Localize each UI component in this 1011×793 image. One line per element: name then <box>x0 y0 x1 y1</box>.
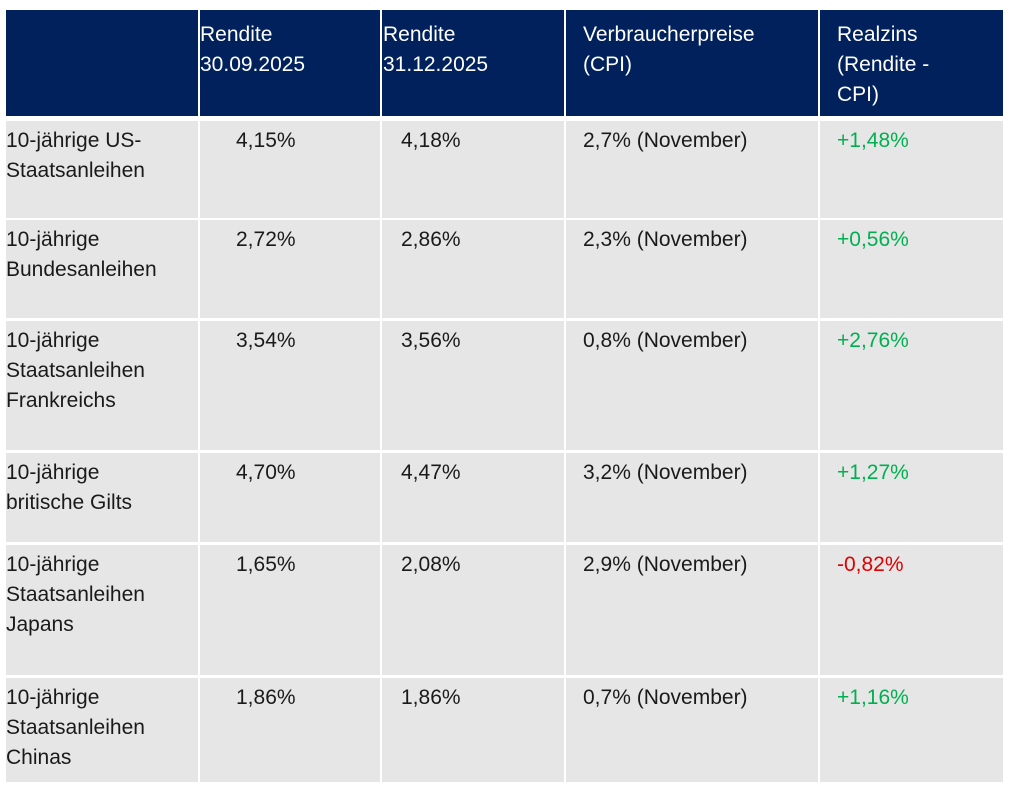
realzins-text: +1,27% <box>837 461 909 484</box>
value-cell: 4,18% <box>382 121 564 218</box>
value-text: 1,65% <box>236 553 296 576</box>
row-label-cell: 10-jährige Bundesanleihen <box>6 220 198 318</box>
header-text: Rendite <box>200 23 273 46</box>
value-text: 1,86% <box>236 686 296 709</box>
header-text: 31.12.2025 <box>383 53 489 76</box>
value-text: 2,3% (November) <box>583 228 748 251</box>
row-label: 10-jährige US- <box>6 129 142 152</box>
row-label: 10-jährige <box>6 228 100 251</box>
realzins-cell: +1,27% <box>820 453 1003 542</box>
header-cell: Rendite 30.09.2025 <box>200 10 380 116</box>
row-label-cell: 10-jährige Staatsanleihen Japans <box>6 545 198 675</box>
value-cell: 2,9% (November) <box>566 545 818 675</box>
row-label: Staatsanleihen <box>6 583 145 606</box>
row-label: 10-jährige <box>6 553 100 576</box>
realzins-text: +0,56% <box>837 228 909 251</box>
value-text: 4,15% <box>236 129 296 152</box>
header-text: 30.09.2025 <box>200 53 306 76</box>
value-cell: 3,2% (November) <box>566 453 818 542</box>
realzins-cell: +1,48% <box>820 121 1003 218</box>
row-label: Staatsanleihen <box>6 359 145 382</box>
realzins-text: -0,82% <box>837 553 904 576</box>
value-text: 4,47% <box>401 461 461 484</box>
row-label: 10-jährige <box>6 686 100 709</box>
realzins-cell: +1,16% <box>820 678 1003 782</box>
value-cell: 4,47% <box>382 453 564 542</box>
row-label-cell: 10-jährige britische Gilts <box>6 453 198 542</box>
value-text: 3,2% (November) <box>583 461 748 484</box>
header-cell: Realzins (Rendite - CPI) <box>820 10 1003 116</box>
value-text: 0,8% (November) <box>583 329 748 352</box>
value-text: 3,56% <box>401 329 461 352</box>
value-text: 2,9% (November) <box>583 553 748 576</box>
row-label: Japans <box>6 613 74 636</box>
value-cell: 0,8% (November) <box>566 321 818 450</box>
header-cell <box>6 10 198 116</box>
value-cell: 2,72% <box>200 220 380 318</box>
value-cell: 2,7% (November) <box>566 121 818 218</box>
realzins-text: +1,16% <box>837 686 909 709</box>
header-text: Realzins <box>837 23 918 46</box>
header-text: Rendite <box>383 23 456 46</box>
value-text: 2,7% (November) <box>583 129 748 152</box>
value-text: 4,70% <box>236 461 296 484</box>
value-text: 2,08% <box>401 553 461 576</box>
realzins-text: +1,48% <box>837 129 909 152</box>
value-cell: 3,54% <box>200 321 380 450</box>
row-label-cell: 10-jährige Staatsanleihen Frankreichs <box>6 321 198 450</box>
value-cell: 1,86% <box>382 678 564 782</box>
value-cell: 2,3% (November) <box>566 220 818 318</box>
row-label: Staatsanleihen <box>6 716 145 739</box>
row-label: britische Gilts <box>6 491 133 514</box>
value-text: 2,86% <box>401 228 461 251</box>
row-label-cell: 10-jährige Staatsanleihen Chinas <box>6 678 198 782</box>
value-text: 3,54% <box>236 329 296 352</box>
header-text: CPI) <box>837 83 879 106</box>
value-cell: 1,65% <box>200 545 380 675</box>
value-cell: 0,7% (November) <box>566 678 818 782</box>
header-text: Verbraucherpreise <box>583 23 755 46</box>
row-label: 10-jährige <box>6 461 100 484</box>
value-text: 1,86% <box>401 686 461 709</box>
value-cell: 1,86% <box>200 678 380 782</box>
realzins-text: +2,76% <box>837 329 909 352</box>
realzins-cell: -0,82% <box>820 545 1003 675</box>
header-cell: Rendite 31.12.2025 <box>382 10 564 116</box>
row-label: Frankreichs <box>6 389 116 412</box>
value-text: 2,72% <box>236 228 296 251</box>
header-cell: Verbraucherpreise (CPI) <box>566 10 818 116</box>
row-label: Staatsanleihen <box>6 159 145 182</box>
value-text: 4,18% <box>401 129 461 152</box>
value-cell: 2,08% <box>382 545 564 675</box>
row-label-cell: 10-jährige US- Staatsanleihen <box>6 121 198 218</box>
header-text: (CPI) <box>583 53 632 76</box>
header-text: (Rendite - <box>837 53 930 76</box>
row-label: Chinas <box>6 746 72 769</box>
value-cell: 4,15% <box>200 121 380 218</box>
row-label: 10-jährige <box>6 329 100 352</box>
realzins-cell: +0,56% <box>820 220 1003 318</box>
value-text: 0,7% (November) <box>583 686 748 709</box>
value-cell: 2,86% <box>382 220 564 318</box>
value-cell: 3,56% <box>382 321 564 450</box>
realzins-cell: +2,76% <box>820 321 1003 450</box>
row-label: Bundesanleihen <box>6 258 157 281</box>
value-cell: 4,70% <box>200 453 380 542</box>
